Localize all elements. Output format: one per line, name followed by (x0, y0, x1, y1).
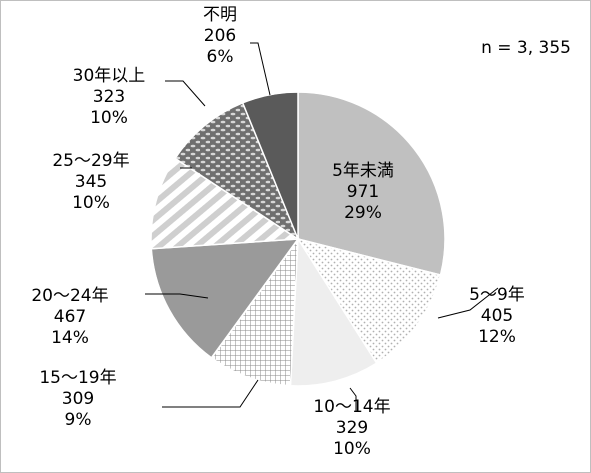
slice-label-name-2: 5～9年 (469, 285, 525, 305)
slice-label-name-8: 不明 (203, 5, 237, 25)
slice-label-percent-1: 29% (344, 203, 382, 223)
slice-label-value-2: 405 (481, 306, 513, 326)
slice-label-value-1: 971 (347, 182, 379, 202)
sample-size-label: n = 3, 355 (481, 38, 571, 58)
slice-label-percent-2: 12% (478, 327, 516, 347)
slice-label-value-8: 206 (204, 26, 236, 46)
pie-outline (150, 91, 446, 387)
slice-label-percent-7: 10% (90, 108, 128, 128)
slice-label-percent-6: 10% (72, 193, 110, 213)
slice-label-value-7: 323 (93, 87, 125, 107)
slice-label-name-4: 15～19年 (39, 368, 116, 388)
slice-label-percent-8: 6% (207, 47, 234, 67)
slice-label-name-1: 5年未満 (332, 161, 394, 181)
slice-label-percent-4: 9% (65, 410, 92, 430)
slice-label-value-4: 309 (62, 389, 94, 409)
slice-label-name-6: 25～29年 (52, 151, 129, 171)
leader-line-7 (165, 80, 206, 107)
leader-line-3 (349, 387, 357, 412)
leader-line-4 (162, 379, 259, 408)
leader-line-8 (250, 42, 271, 96)
leader-line-2 (437, 287, 499, 319)
slice-label-name-5: 20～24年 (31, 286, 108, 306)
slice-label-value-5: 467 (54, 307, 86, 327)
slice-label-percent-5: 14% (51, 328, 89, 348)
slice-label-name-3: 10～14年 (313, 397, 390, 417)
slice-label-name-7: 30年以上 (73, 66, 146, 86)
slice-label-value-3: 329 (336, 418, 368, 438)
slice-label-value-6: 345 (75, 172, 107, 192)
slice-label-percent-3: 10% (333, 439, 371, 459)
leader-line-5 (145, 293, 209, 299)
